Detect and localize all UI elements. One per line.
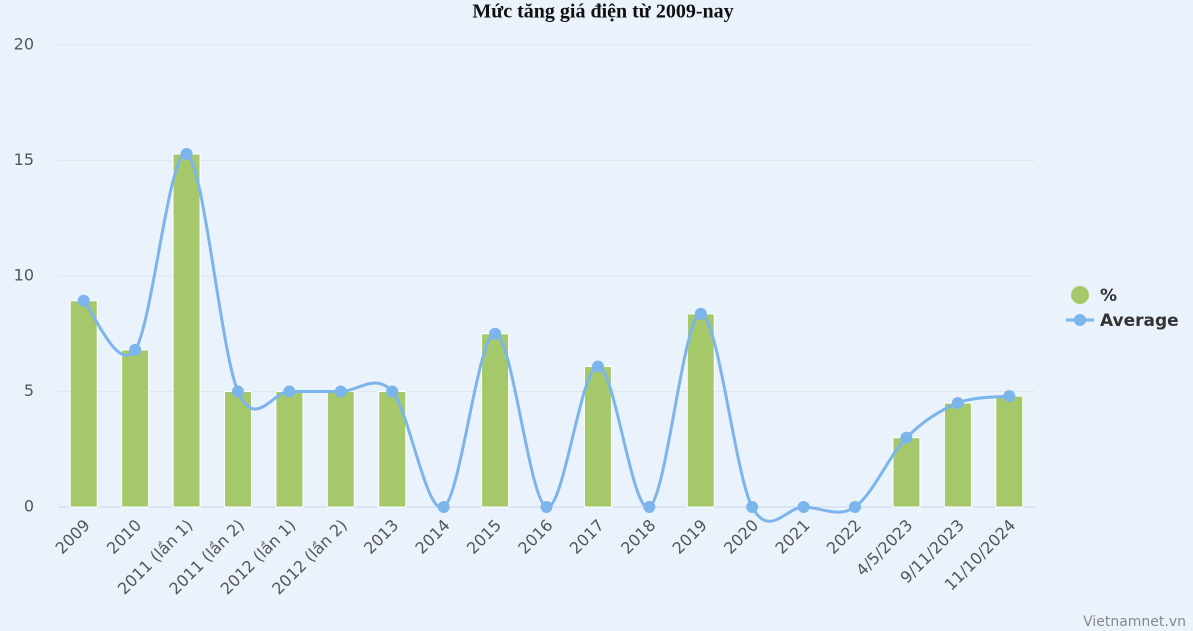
line-marker xyxy=(951,397,964,410)
bar xyxy=(69,300,98,508)
line-marker xyxy=(334,385,347,398)
line-marker xyxy=(746,501,759,513)
line-marker xyxy=(1003,390,1016,403)
y-tick-label: 10 xyxy=(14,266,34,285)
line-marker xyxy=(437,501,450,513)
bar xyxy=(121,349,150,508)
legend-symbol xyxy=(1071,286,1089,304)
bar xyxy=(686,313,715,508)
bar xyxy=(172,153,201,508)
source: Vietnamnet.vn xyxy=(1083,614,1186,630)
line-marker xyxy=(540,501,553,513)
line-marker xyxy=(643,501,656,513)
legend-item: Average xyxy=(1066,311,1179,331)
bar xyxy=(275,391,304,508)
line-marker xyxy=(591,360,604,373)
legend-item: % xyxy=(1071,286,1117,306)
bar xyxy=(583,366,612,508)
line-marker xyxy=(849,501,862,513)
line-marker xyxy=(386,385,399,398)
bar xyxy=(481,333,510,508)
bar xyxy=(326,391,355,508)
line-marker xyxy=(283,385,296,398)
legend-symbol xyxy=(1074,314,1086,326)
chart-title: Mức tăng giá điện từ 2009-nay xyxy=(472,1,733,23)
y-tick-label: 0 xyxy=(24,497,34,516)
line-marker xyxy=(231,385,244,398)
line-marker xyxy=(900,431,913,444)
line-marker xyxy=(489,327,502,340)
bar xyxy=(223,391,252,508)
line-marker xyxy=(180,148,193,161)
bar xyxy=(995,395,1024,508)
line-marker xyxy=(129,343,142,356)
line-marker xyxy=(77,294,90,307)
line-marker xyxy=(797,501,810,513)
line-marker xyxy=(694,307,707,320)
y-tick-label: 20 xyxy=(14,35,34,54)
y-tick-label: 5 xyxy=(24,381,34,400)
bar xyxy=(943,402,972,508)
y-tick-label: 15 xyxy=(14,150,34,169)
legend-label: % xyxy=(1100,286,1117,306)
legend-label: Average xyxy=(1100,311,1179,331)
